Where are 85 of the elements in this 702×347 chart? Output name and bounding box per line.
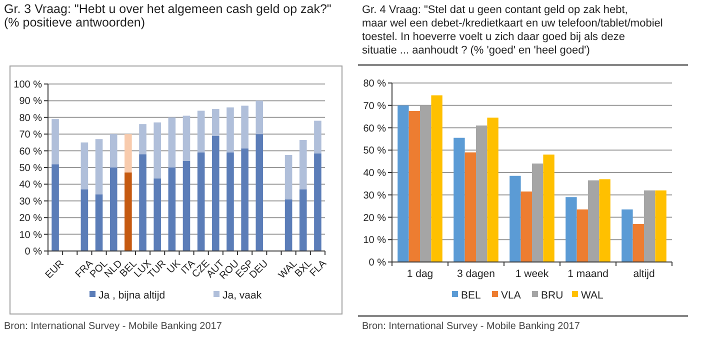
- bar: [487, 118, 498, 262]
- bar: [566, 197, 577, 262]
- bar: [284, 199, 292, 251]
- x-tick-label: 3 dagen: [457, 268, 496, 280]
- bar: [197, 152, 205, 251]
- y-tick-label: 70 %: [19, 130, 42, 141]
- text: Bron: International Survey - Mobile Banking 2017: [362, 321, 580, 332]
- bar: [139, 154, 146, 251]
- bar: [168, 168, 176, 251]
- bar: [520, 192, 532, 262]
- y-tick-label: 20 %: [19, 213, 42, 224]
- bar: [454, 138, 465, 262]
- bar: [510, 176, 521, 262]
- bar: [622, 209, 633, 262]
- bar: [314, 153, 322, 251]
- bar: [80, 189, 88, 251]
- bar: [241, 106, 248, 148]
- bar: [408, 110, 420, 262]
- bar: [124, 134, 132, 173]
- legend-label: BRU: [541, 290, 564, 302]
- bar: [299, 189, 307, 251]
- y-tick-label: 0 %: [24, 246, 42, 258]
- bar: [154, 178, 161, 251]
- bar: [226, 152, 234, 251]
- x-tick-label: 1 maand: [568, 268, 609, 280]
- bar: [632, 224, 644, 262]
- bar: [139, 124, 146, 154]
- bar: [543, 154, 554, 262]
- y-tick-label: 40 %: [19, 180, 42, 191]
- y-tick-label: 80 %: [19, 112, 42, 124]
- y-tick-label: 80 %: [363, 78, 386, 90]
- bar: [284, 154, 292, 200]
- legend-label: BEL: [461, 290, 482, 302]
- text: Bron: International Survey - Mobile Banking 2017: [4, 321, 222, 332]
- bar: [655, 190, 666, 262]
- bar: [182, 160, 190, 251]
- bar: [599, 179, 610, 262]
- y-tick-label: 60 %: [19, 146, 42, 158]
- y-tick-label: 90 %: [19, 96, 42, 108]
- bar: [52, 164, 59, 251]
- bar: [314, 120, 322, 154]
- y-tick-label: 50 %: [363, 146, 386, 157]
- x-tick-label: altijd: [633, 268, 655, 280]
- x-tick-label: 1 week: [515, 268, 550, 280]
- bar: [398, 105, 409, 262]
- legend-label: Ja, vaak: [222, 290, 262, 302]
- bar: [212, 109, 220, 136]
- bar: [212, 136, 220, 251]
- bar: [464, 152, 476, 262]
- x-tick-label: 1 dag: [406, 268, 434, 280]
- bar: [95, 194, 103, 251]
- bar: [431, 95, 442, 262]
- y-tick-label: 50 %: [19, 163, 42, 174]
- bar: [182, 116, 190, 161]
- bar: [256, 134, 264, 251]
- bar: [110, 168, 118, 251]
- bar: [256, 100, 264, 134]
- bar: [95, 139, 103, 194]
- bar: [197, 110, 205, 152]
- y-tick-label: 20 %: [363, 212, 386, 224]
- legend-label: Ja , bijna altijd: [98, 290, 166, 302]
- bar: [110, 134, 118, 168]
- y-tick-label: 30 %: [363, 190, 386, 202]
- y-tick-label: 10 %: [363, 235, 386, 246]
- bar: [576, 209, 588, 262]
- bar: [299, 140, 307, 190]
- legend-label: WAL: [581, 290, 604, 302]
- y-tick-label: 70 %: [363, 100, 386, 112]
- bar: [241, 148, 248, 251]
- legend-label: VLA: [501, 290, 521, 302]
- y-tick-label: 30 %: [19, 196, 42, 208]
- y-tick-label: 100 %: [14, 80, 42, 90]
- x-tick-label: FLA: [308, 258, 330, 280]
- bar: [52, 119, 59, 164]
- bar: [154, 122, 161, 178]
- y-tick-label: 40 %: [363, 168, 386, 179]
- y-tick-label: 0 %: [368, 258, 386, 268]
- chart-title: Gr. 4 Vraag: "Stel dat u geen contant geld op zak hebt, maar wel een debet-/kredietkaart en uw telefoon/tablet/mobiel toestel. In hoeverre voelt u zich daar goed bij als deze situatie ... aanhoudt ? (% 'goed' en 'heel goed'): [362, 4, 663, 56]
- y-tick-label: 10 %: [19, 230, 42, 241]
- bar: [168, 117, 176, 168]
- chart-title: Gr. 3 Vraag: "Hebt u over het algemeen cash geld op zak?" (% positieve antwoorden): [4, 2, 332, 30]
- y-tick-label: 60 %: [363, 123, 386, 134]
- bar: [124, 172, 132, 251]
- bar: [226, 107, 234, 152]
- bar: [80, 142, 88, 190]
